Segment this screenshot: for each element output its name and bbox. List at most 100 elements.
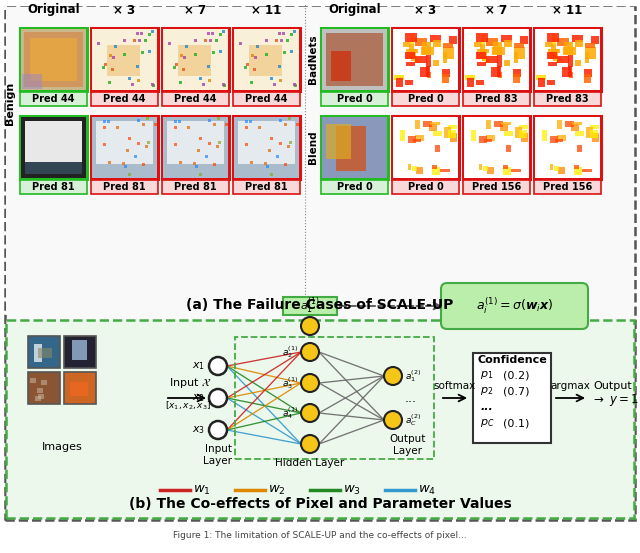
FancyBboxPatch shape bbox=[211, 32, 214, 35]
FancyBboxPatch shape bbox=[233, 180, 300, 194]
FancyBboxPatch shape bbox=[213, 163, 216, 166]
FancyBboxPatch shape bbox=[163, 117, 228, 178]
FancyBboxPatch shape bbox=[520, 36, 528, 44]
FancyBboxPatch shape bbox=[506, 145, 511, 152]
FancyBboxPatch shape bbox=[409, 44, 414, 53]
FancyBboxPatch shape bbox=[513, 69, 521, 77]
FancyBboxPatch shape bbox=[251, 54, 254, 57]
FancyBboxPatch shape bbox=[474, 42, 482, 47]
FancyBboxPatch shape bbox=[216, 145, 219, 148]
FancyBboxPatch shape bbox=[592, 133, 599, 142]
FancyBboxPatch shape bbox=[142, 163, 145, 166]
FancyBboxPatch shape bbox=[415, 120, 420, 129]
Text: Original: Original bbox=[27, 3, 80, 17]
FancyBboxPatch shape bbox=[476, 80, 484, 85]
FancyBboxPatch shape bbox=[410, 35, 414, 44]
FancyBboxPatch shape bbox=[423, 121, 432, 127]
FancyBboxPatch shape bbox=[103, 126, 106, 129]
FancyBboxPatch shape bbox=[392, 28, 459, 91]
FancyBboxPatch shape bbox=[421, 47, 434, 55]
FancyBboxPatch shape bbox=[443, 43, 453, 48]
Text: × 3: × 3 bbox=[415, 3, 436, 17]
FancyBboxPatch shape bbox=[174, 143, 177, 146]
FancyBboxPatch shape bbox=[586, 127, 593, 138]
FancyBboxPatch shape bbox=[326, 33, 383, 86]
FancyBboxPatch shape bbox=[102, 66, 105, 69]
FancyBboxPatch shape bbox=[131, 83, 134, 86]
FancyBboxPatch shape bbox=[212, 51, 215, 54]
Text: $w_3$: $w_3$ bbox=[343, 483, 361, 497]
FancyBboxPatch shape bbox=[486, 56, 498, 63]
FancyBboxPatch shape bbox=[321, 180, 388, 194]
FancyBboxPatch shape bbox=[174, 120, 177, 123]
FancyBboxPatch shape bbox=[534, 180, 601, 194]
FancyBboxPatch shape bbox=[481, 35, 485, 44]
Text: Hidden Layer: Hidden Layer bbox=[275, 458, 344, 468]
FancyBboxPatch shape bbox=[547, 52, 557, 59]
FancyBboxPatch shape bbox=[223, 84, 226, 87]
Text: Pred 0: Pred 0 bbox=[337, 94, 372, 104]
FancyBboxPatch shape bbox=[411, 49, 416, 61]
FancyBboxPatch shape bbox=[268, 149, 271, 152]
FancyBboxPatch shape bbox=[30, 38, 77, 81]
FancyBboxPatch shape bbox=[219, 50, 222, 53]
FancyBboxPatch shape bbox=[92, 29, 157, 90]
FancyBboxPatch shape bbox=[128, 77, 131, 80]
FancyBboxPatch shape bbox=[91, 92, 158, 106]
FancyBboxPatch shape bbox=[556, 58, 561, 63]
FancyBboxPatch shape bbox=[393, 117, 458, 178]
FancyBboxPatch shape bbox=[550, 136, 558, 143]
FancyBboxPatch shape bbox=[6, 320, 634, 518]
FancyBboxPatch shape bbox=[111, 68, 114, 71]
FancyBboxPatch shape bbox=[124, 165, 127, 168]
FancyBboxPatch shape bbox=[256, 45, 259, 48]
Text: × 7: × 7 bbox=[485, 3, 508, 17]
FancyBboxPatch shape bbox=[64, 372, 96, 404]
FancyBboxPatch shape bbox=[142, 123, 145, 126]
FancyBboxPatch shape bbox=[408, 136, 416, 143]
FancyBboxPatch shape bbox=[122, 162, 125, 165]
FancyBboxPatch shape bbox=[246, 63, 249, 66]
FancyBboxPatch shape bbox=[38, 348, 52, 358]
Text: Pred 0: Pred 0 bbox=[408, 182, 444, 192]
FancyBboxPatch shape bbox=[225, 123, 228, 126]
FancyBboxPatch shape bbox=[218, 141, 221, 144]
FancyBboxPatch shape bbox=[103, 120, 106, 123]
FancyBboxPatch shape bbox=[5, 7, 635, 520]
FancyBboxPatch shape bbox=[405, 33, 417, 42]
Text: Original: Original bbox=[328, 3, 381, 17]
FancyBboxPatch shape bbox=[182, 68, 185, 71]
FancyBboxPatch shape bbox=[162, 28, 229, 91]
FancyBboxPatch shape bbox=[441, 283, 588, 329]
Text: Output
Layer: Output Layer bbox=[390, 434, 426, 456]
FancyBboxPatch shape bbox=[109, 54, 112, 57]
FancyBboxPatch shape bbox=[321, 116, 388, 179]
FancyBboxPatch shape bbox=[442, 74, 449, 83]
FancyBboxPatch shape bbox=[275, 39, 278, 42]
FancyBboxPatch shape bbox=[288, 117, 291, 120]
FancyBboxPatch shape bbox=[147, 141, 150, 144]
FancyBboxPatch shape bbox=[575, 131, 584, 136]
Text: $[x_1, x_2, x_3]$: $[x_1, x_2, x_3]$ bbox=[165, 400, 211, 413]
FancyBboxPatch shape bbox=[126, 149, 129, 152]
Text: Pred 0: Pred 0 bbox=[408, 94, 444, 104]
Circle shape bbox=[209, 389, 227, 407]
FancyBboxPatch shape bbox=[442, 69, 450, 77]
FancyBboxPatch shape bbox=[167, 121, 224, 164]
FancyBboxPatch shape bbox=[162, 116, 229, 179]
FancyBboxPatch shape bbox=[538, 78, 545, 87]
Circle shape bbox=[301, 435, 319, 453]
FancyBboxPatch shape bbox=[514, 43, 524, 48]
FancyBboxPatch shape bbox=[264, 162, 267, 165]
Text: Input
Layer: Input Layer bbox=[204, 444, 232, 466]
FancyBboxPatch shape bbox=[547, 33, 559, 42]
Text: Pred 44: Pred 44 bbox=[103, 94, 146, 104]
FancyBboxPatch shape bbox=[179, 81, 182, 84]
FancyBboxPatch shape bbox=[415, 135, 424, 141]
FancyBboxPatch shape bbox=[497, 55, 502, 67]
FancyBboxPatch shape bbox=[265, 53, 268, 56]
FancyBboxPatch shape bbox=[479, 164, 482, 170]
FancyBboxPatch shape bbox=[519, 125, 528, 129]
FancyBboxPatch shape bbox=[239, 42, 242, 45]
FancyBboxPatch shape bbox=[250, 161, 253, 164]
